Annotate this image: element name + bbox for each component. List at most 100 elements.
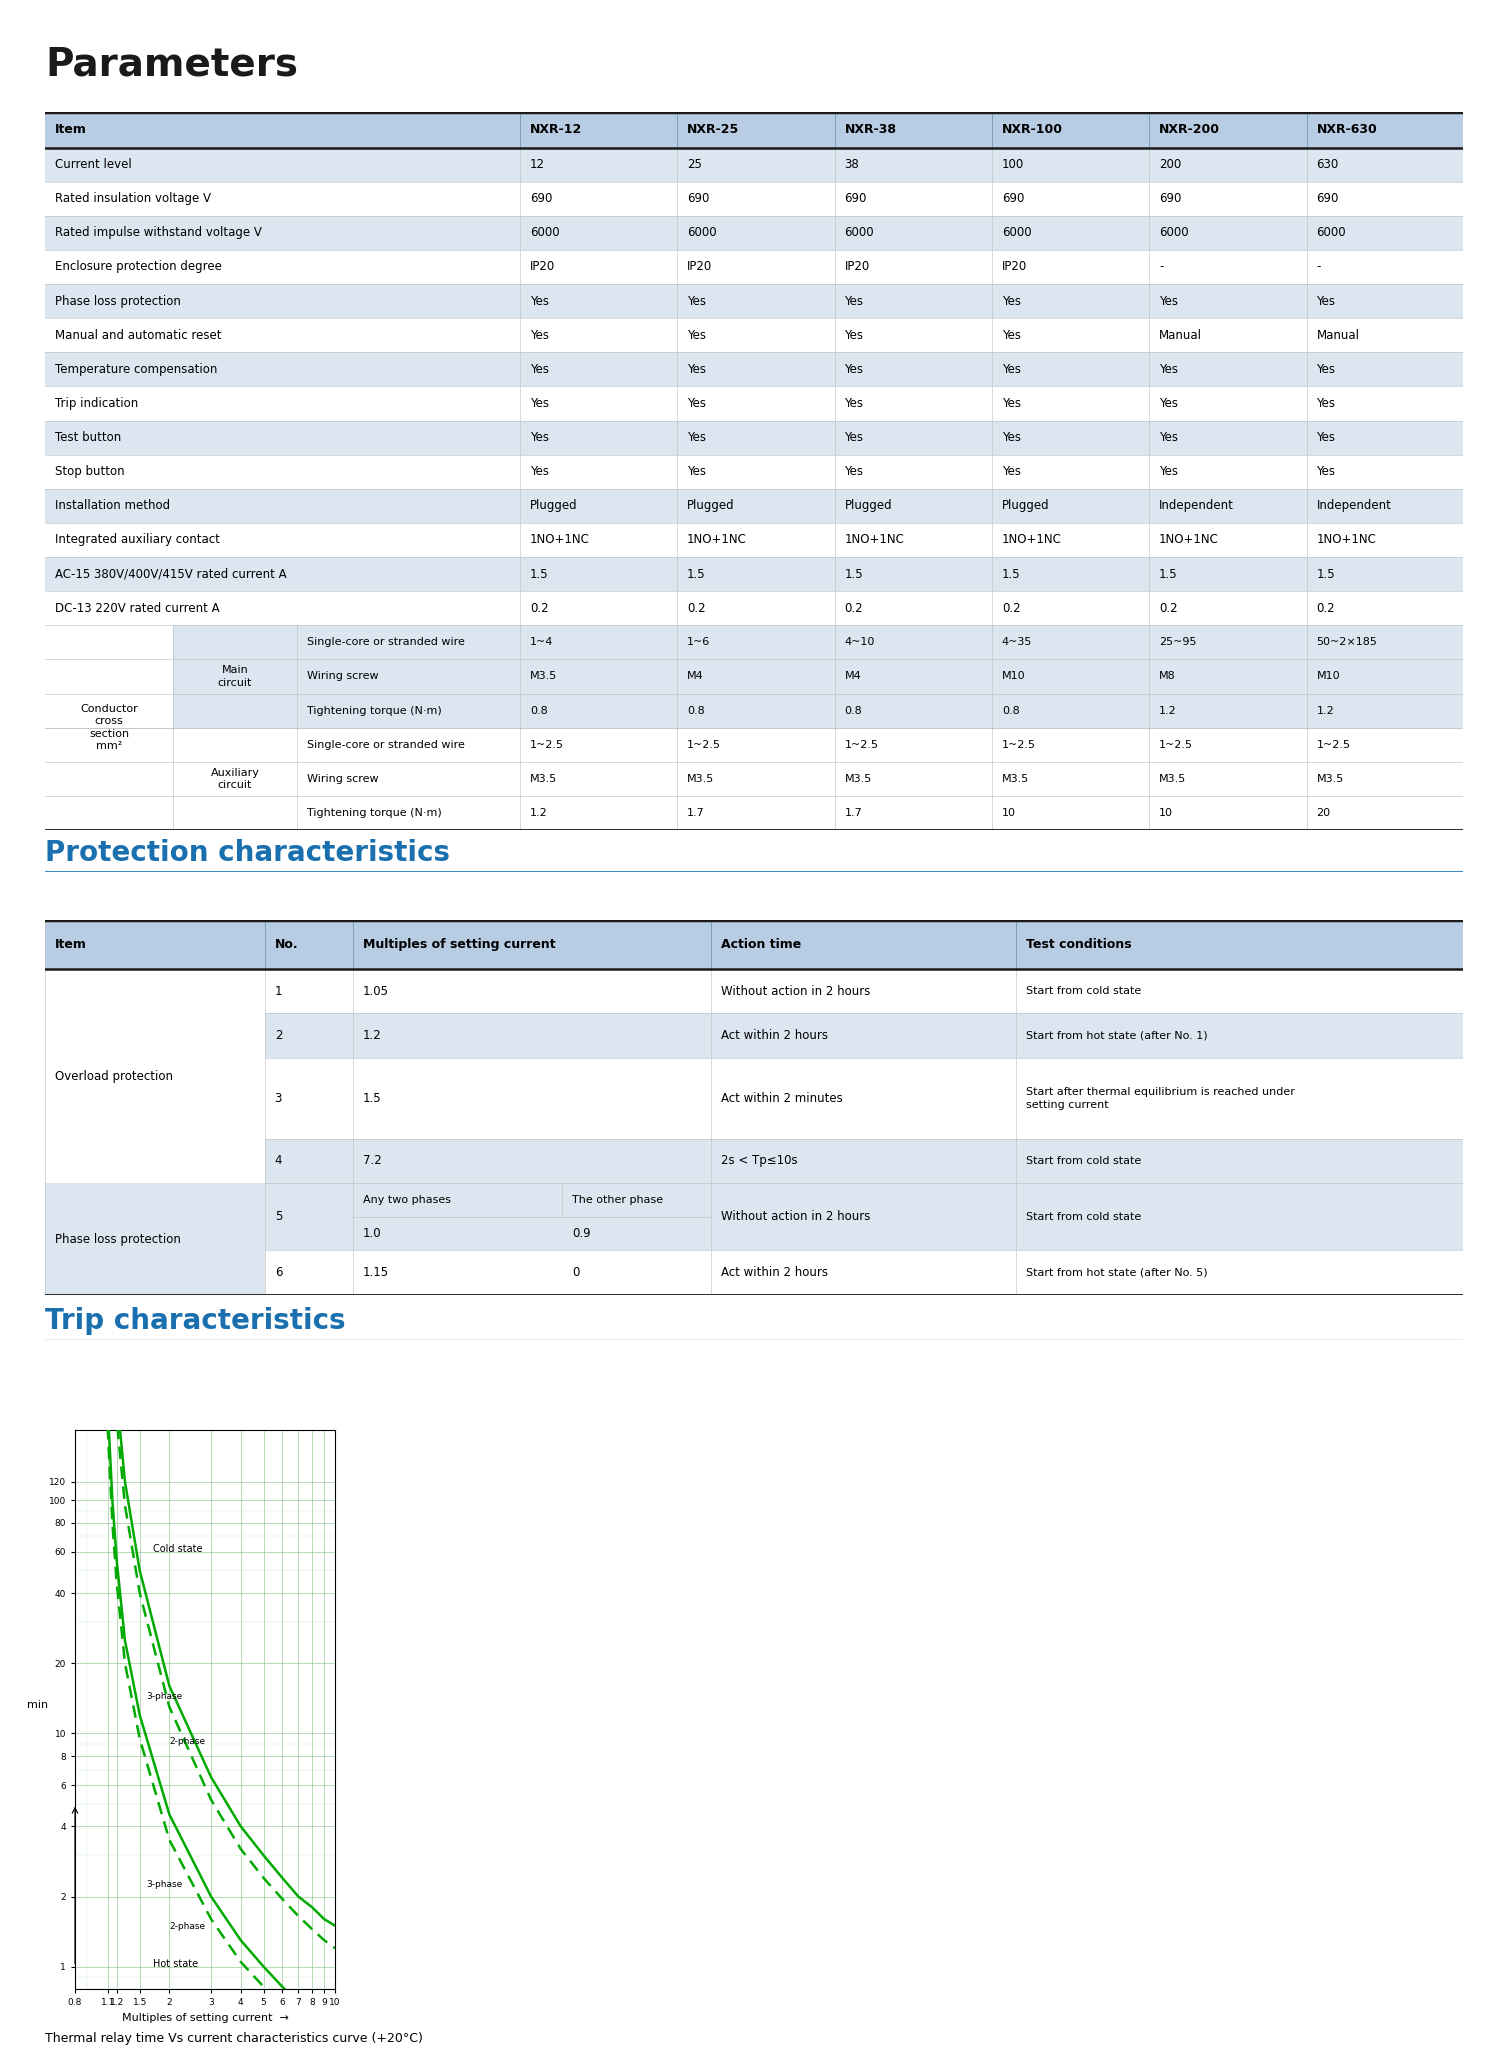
- Text: 630: 630: [1317, 157, 1338, 172]
- Text: Act within 2 hours: Act within 2 hours: [722, 1267, 828, 1279]
- Bar: [1306, 556, 1464, 591]
- Text: 100: 100: [1002, 157, 1025, 172]
- Text: 690: 690: [1317, 192, 1340, 205]
- Text: Test button: Test button: [56, 432, 122, 444]
- Bar: [992, 215, 1149, 250]
- Text: Trip indication: Trip indication: [56, 397, 138, 409]
- Bar: [45, 147, 520, 182]
- Bar: [834, 796, 992, 831]
- Bar: [676, 112, 834, 147]
- Text: Start from cold state: Start from cold state: [1026, 1211, 1142, 1222]
- Bar: [172, 624, 297, 728]
- Bar: [520, 624, 676, 659]
- Text: Current level: Current level: [56, 157, 132, 172]
- Text: Tightening torque (N·m): Tightening torque (N·m): [306, 808, 441, 819]
- Bar: [992, 728, 1149, 763]
- Bar: [1149, 523, 1306, 556]
- Bar: [1149, 488, 1306, 523]
- Bar: [520, 695, 676, 728]
- Text: M3.5: M3.5: [1002, 773, 1029, 783]
- Bar: [992, 624, 1149, 659]
- Bar: [1149, 387, 1306, 420]
- Bar: [834, 147, 992, 182]
- Bar: [992, 387, 1149, 420]
- Text: M3.5: M3.5: [687, 773, 714, 783]
- Bar: [520, 763, 676, 796]
- Text: Yes: Yes: [530, 432, 549, 444]
- Bar: [1149, 250, 1306, 283]
- Bar: [1306, 420, 1464, 455]
- Bar: [1149, 659, 1306, 695]
- Text: Phase loss protection: Phase loss protection: [56, 296, 182, 308]
- Bar: [1306, 728, 1464, 763]
- Text: 0.2: 0.2: [1002, 601, 1020, 614]
- Text: Auxiliary
circuit: Auxiliary circuit: [210, 767, 260, 790]
- Bar: [352, 920, 711, 969]
- Bar: [1016, 1013, 1462, 1058]
- Text: 1.2: 1.2: [1317, 705, 1334, 715]
- Bar: [676, 250, 834, 283]
- Text: 25: 25: [687, 157, 702, 172]
- Text: IP20: IP20: [1002, 260, 1028, 273]
- Text: Manual: Manual: [1160, 329, 1202, 341]
- Text: Yes: Yes: [530, 364, 549, 376]
- Text: 3-phase: 3-phase: [147, 1693, 183, 1701]
- Text: Yes: Yes: [687, 397, 706, 409]
- Text: Multiples of setting current: Multiples of setting current: [363, 938, 555, 951]
- Text: Plugged: Plugged: [530, 500, 578, 513]
- Text: Start after thermal equilibrium is reached under
setting current: Start after thermal equilibrium is reach…: [1026, 1087, 1294, 1110]
- Text: Yes: Yes: [844, 329, 864, 341]
- Bar: [45, 387, 520, 420]
- Text: 0.2: 0.2: [844, 601, 862, 614]
- Text: IP20: IP20: [687, 260, 712, 273]
- Text: 1.0: 1.0: [363, 1228, 381, 1240]
- Text: Temperature compensation: Temperature compensation: [56, 364, 217, 376]
- Bar: [520, 556, 676, 591]
- Text: 38: 38: [844, 157, 859, 172]
- Bar: [520, 455, 676, 488]
- Text: Hot state: Hot state: [153, 1960, 198, 1968]
- Bar: [711, 1013, 1016, 1058]
- Bar: [992, 523, 1149, 556]
- Text: 1.7: 1.7: [687, 808, 705, 819]
- Bar: [352, 1251, 562, 1296]
- Text: Rated impulse withstand voltage V: Rated impulse withstand voltage V: [56, 227, 262, 240]
- Text: 0.8: 0.8: [530, 705, 548, 715]
- Bar: [1016, 1251, 1462, 1296]
- Bar: [992, 591, 1149, 624]
- Text: Yes: Yes: [1002, 465, 1022, 477]
- Bar: [352, 969, 711, 1013]
- Text: Yes: Yes: [1317, 465, 1335, 477]
- Bar: [297, 695, 520, 728]
- Bar: [711, 1139, 1016, 1182]
- Bar: [992, 556, 1149, 591]
- Bar: [992, 796, 1149, 831]
- Bar: [45, 488, 520, 523]
- Text: 1.2: 1.2: [363, 1029, 381, 1042]
- Text: AC-15 380V/400V/415V rated current A: AC-15 380V/400V/415V rated current A: [56, 568, 286, 581]
- Text: Start from cold state: Start from cold state: [1026, 986, 1142, 996]
- Text: 1.2: 1.2: [1160, 705, 1178, 715]
- Bar: [520, 351, 676, 387]
- Bar: [834, 351, 992, 387]
- Bar: [992, 182, 1149, 215]
- Bar: [45, 591, 520, 624]
- Bar: [1306, 488, 1464, 523]
- Bar: [1306, 796, 1464, 831]
- Bar: [834, 283, 992, 318]
- Bar: [992, 351, 1149, 387]
- Text: 0.2: 0.2: [687, 601, 706, 614]
- Bar: [1306, 215, 1464, 250]
- Bar: [1016, 920, 1462, 969]
- Bar: [520, 318, 676, 351]
- Bar: [676, 659, 834, 695]
- Text: Rated insulation voltage V: Rated insulation voltage V: [56, 192, 211, 205]
- Bar: [1149, 455, 1306, 488]
- Text: Independent: Independent: [1160, 500, 1234, 513]
- Text: Integrated auxiliary contact: Integrated auxiliary contact: [56, 533, 220, 546]
- Bar: [1306, 351, 1464, 387]
- Text: Plugged: Plugged: [687, 500, 735, 513]
- Text: 1~2.5: 1~2.5: [1160, 740, 1192, 750]
- Text: Action time: Action time: [722, 938, 801, 951]
- Bar: [264, 969, 352, 1013]
